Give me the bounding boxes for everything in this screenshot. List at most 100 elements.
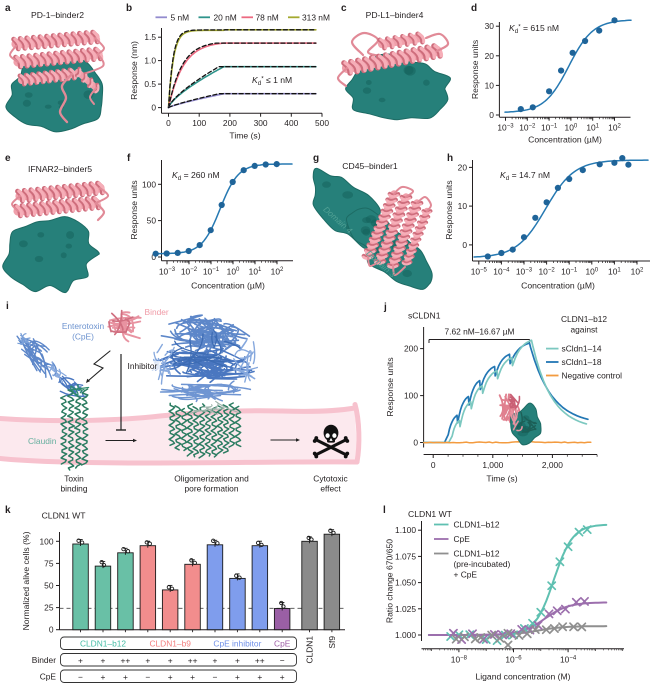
svg-text:Time (s): Time (s) [486,474,517,484]
svg-text:Toxin: Toxin [64,474,84,484]
svg-text:Inhibitor: Inhibitor [128,361,158,371]
svg-text:Response (nm): Response (nm) [129,41,139,100]
svg-text:+: + [78,655,83,665]
svg-text:j: j [383,302,387,313]
svg-text:10−2: 10−2 [519,123,536,133]
svg-text:200: 200 [404,344,418,354]
svg-text:1.000: 1.000 [395,630,416,640]
svg-text:b: b [126,3,132,14]
svg-text:+ CpE: + CpE [454,570,478,580]
svg-text:10−2: 10−2 [181,266,198,276]
svg-text:10−3: 10−3 [516,267,533,277]
svg-text:Ligand concentration (M): Ligand concentration (M) [475,672,570,682]
svg-text:Response units: Response units [129,180,139,239]
svg-text:l: l [383,505,386,516]
svg-text:0: 0 [489,110,494,120]
svg-text:binding: binding [60,484,87,494]
svg-text:−: − [78,672,83,682]
svg-text:10−4: 10−4 [560,655,577,665]
svg-text:10−1: 10−1 [541,123,558,133]
svg-text:7.62 nM–16.67 µM: 7.62 nM–16.67 µM [444,327,514,337]
svg-text:0: 0 [413,438,418,448]
svg-text:102: 102 [271,266,284,276]
svg-text:CLDN1–b12: CLDN1–b12 [80,638,126,648]
svg-text:PD-L1–binder4: PD-L1–binder4 [366,10,424,20]
svg-text:101: 101 [608,267,621,277]
svg-text:Binder: Binder [32,655,56,665]
svg-text:CLDN1–b12: CLDN1–b12 [561,314,607,324]
svg-text:sCldn1–18: sCldn1–18 [562,357,602,367]
svg-text:0.5: 0.5 [144,79,156,89]
svg-text:200: 200 [223,118,237,128]
svg-text:CLDN1: CLDN1 [305,636,315,664]
svg-text:CpE: CpE [454,534,471,544]
svg-text:78 nM: 78 nM [256,12,279,22]
svg-text:313 nM: 313 nM [302,12,330,22]
svg-text:++: ++ [121,655,131,665]
svg-text:Cytotoxic: Cytotoxic [313,474,347,484]
svg-text:CLDN1–b9: CLDN1–b9 [149,638,191,648]
svg-text:102: 102 [631,267,644,277]
svg-text:0: 0 [431,460,436,470]
svg-text:100: 100 [227,266,240,276]
svg-text:20: 20 [485,51,495,61]
svg-text:0: 0 [462,240,467,250]
svg-text:+: + [168,672,173,682]
svg-text:d: d [471,3,477,14]
svg-text:IFNAR2–binder5: IFNAR2–binder5 [28,164,92,174]
svg-text:10−3: 10−3 [497,123,514,133]
svg-text:Binder: Binder [145,307,169,317]
svg-text:100: 100 [40,536,54,546]
svg-text:CpE: CpE [40,671,57,681]
svg-text:−: − [280,655,285,665]
svg-text:10−6: 10−6 [505,655,522,665]
svg-text:+: + [235,655,240,665]
svg-text:50: 50 [44,581,54,591]
svg-text:+: + [235,672,240,682]
svg-text:20 nM: 20 nM [214,12,237,22]
svg-text:c: c [341,3,347,14]
svg-text:400: 400 [284,118,298,128]
svg-text:0: 0 [151,103,156,113]
svg-text:Concentration (µM): Concentration (µM) [191,281,265,291]
svg-text:CLDN1–b12: CLDN1–b12 [454,520,500,530]
svg-text:500: 500 [315,118,329,128]
svg-text:1.100: 1.100 [395,525,416,535]
svg-text:0: 0 [151,252,156,262]
svg-text:+: + [280,672,285,682]
svg-text:−: − [213,672,218,682]
svg-text:Response units: Response units [385,357,395,416]
svg-text:Oligomerization and: Oligomerization and [174,474,249,484]
svg-text:Ratio change 670/650: Ratio change 670/650 [385,539,395,623]
svg-text:2,000: 2,000 [542,460,563,470]
svg-text:100: 100 [585,267,598,277]
svg-text:10−1: 10−1 [203,266,220,276]
svg-text:10−2: 10−2 [538,267,555,277]
svg-text:k: k [5,505,11,516]
svg-text:1.0: 1.0 [144,56,156,66]
svg-text:75: 75 [44,558,54,568]
svg-text:1.075: 1.075 [395,551,416,561]
svg-text:5 nM: 5 nM [171,12,190,22]
svg-text:(CpE): (CpE) [72,332,94,342]
svg-text:100: 100 [192,118,206,128]
svg-text:1.050: 1.050 [395,578,416,588]
svg-text:0: 0 [49,625,54,635]
svg-text:10−4: 10−4 [493,267,510,277]
svg-text:Kd* = 615 nM: Kd* = 615 nM [509,23,559,35]
svg-text:h: h [447,153,453,164]
svg-text:100: 100 [565,123,578,133]
svg-text:CpE inhibitor: CpE inhibitor [213,638,261,648]
svg-text:+: + [123,672,128,682]
svg-text:Enterotoxin: Enterotoxin [62,321,105,331]
svg-text:a: a [5,3,11,14]
svg-text:f: f [127,153,131,164]
svg-text:pore formation: pore formation [185,484,239,494]
svg-text:10−3: 10−3 [159,266,176,276]
svg-text:300: 300 [254,118,268,128]
svg-text:Claudin: Claudin [28,436,57,446]
svg-text:Concentration (µM): Concentration (µM) [521,281,595,291]
svg-text:101: 101 [586,123,599,133]
svg-text:++: ++ [188,655,198,665]
svg-text:100: 100 [142,179,156,189]
